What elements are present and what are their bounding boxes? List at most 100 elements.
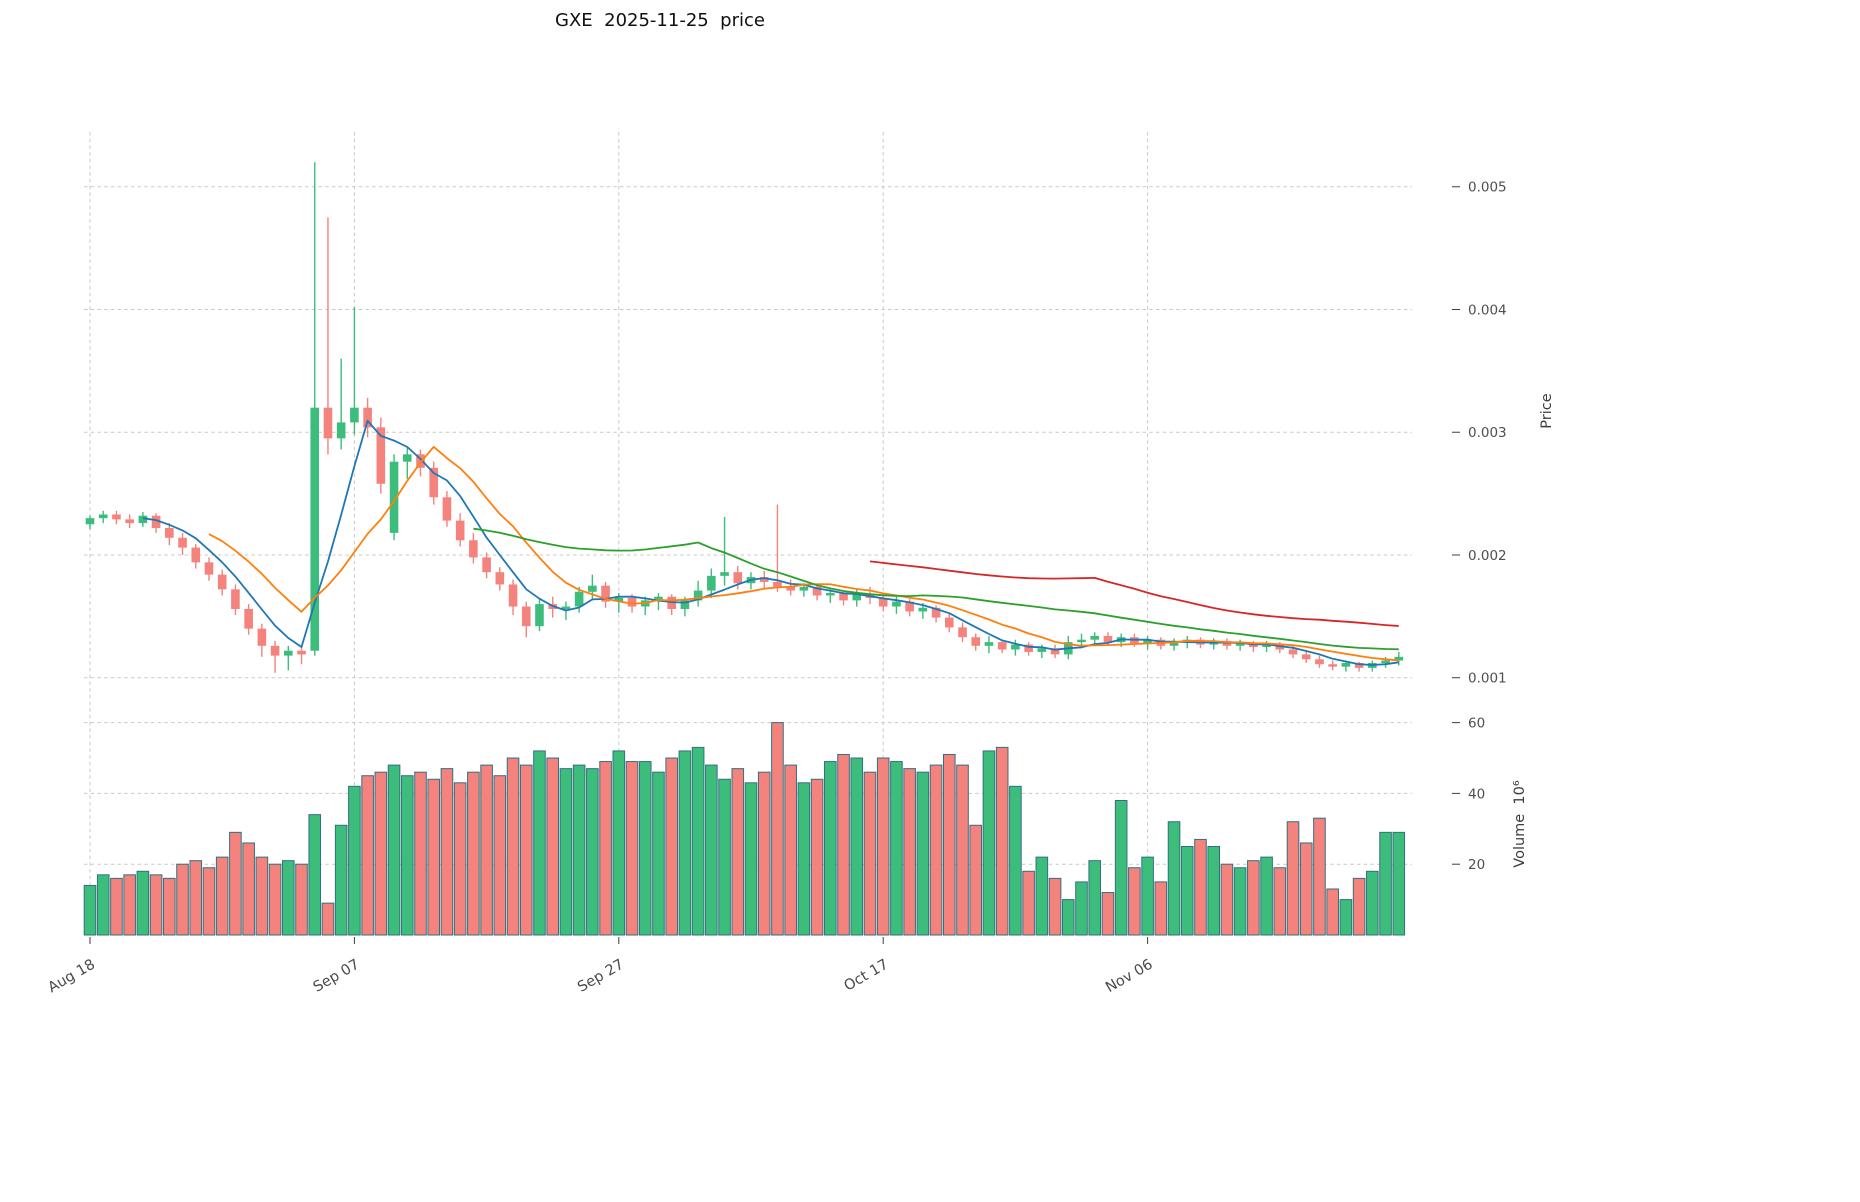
candle-body: [284, 650, 293, 656]
volume-bar: [1141, 856, 1154, 936]
volume-bar: [533, 750, 546, 936]
candle-body: [1315, 659, 1324, 665]
candle-body: [1354, 662, 1364, 668]
volume-axis-label: Volume 10⁶: [1512, 780, 1528, 868]
candle-body: [125, 519, 134, 524]
candle-body: [826, 593, 835, 596]
candle-body: [151, 515, 161, 528]
volume-bar: [916, 771, 930, 936]
volume-bar: [1180, 846, 1194, 936]
candle-body: [878, 597, 888, 607]
candle-body: [1341, 662, 1351, 667]
volume-tick-label: 40: [1468, 786, 1485, 802]
volume-bar: [1154, 881, 1168, 936]
volume-bar: [229, 831, 242, 936]
candle-body: [323, 407, 333, 439]
candle-body: [442, 497, 452, 521]
volume-bar: [665, 757, 678, 936]
candle-body: [508, 584, 518, 607]
candle-body: [1077, 639, 1086, 643]
volume-bar: [943, 753, 956, 936]
candle-body: [204, 562, 214, 575]
date-tick-label: Aug 18: [46, 957, 98, 997]
candle-body: [693, 590, 703, 601]
candle-body: [1024, 644, 1033, 652]
volume-bar: [1326, 888, 1339, 936]
candle-body: [812, 586, 822, 596]
candle-body: [376, 427, 386, 484]
candle-body: [535, 604, 544, 627]
candle-body: [429, 467, 439, 498]
volume-bar: [1339, 899, 1353, 936]
ma-line-ma30: [473, 527, 1399, 651]
volume-bar: [903, 768, 916, 936]
volume-bar: [797, 782, 811, 936]
candle-body: [310, 407, 320, 651]
volume-bar: [810, 778, 824, 936]
volume-bar: [599, 761, 612, 936]
volume-bar: [149, 874, 163, 936]
volume-bar: [625, 761, 639, 936]
volume-bar: [361, 775, 374, 936]
candle-body: [165, 527, 174, 538]
candle-body: [416, 454, 425, 468]
candle-body: [1288, 649, 1298, 655]
volume-bar: [705, 764, 718, 936]
price-tick-label: 0.004: [1468, 302, 1507, 318]
volume-bar: [890, 761, 903, 936]
volume-bar: [480, 764, 493, 936]
candle-body: [350, 407, 359, 423]
candle-body: [1328, 664, 1337, 667]
candle-body: [178, 537, 187, 548]
volume-bar: [969, 824, 983, 936]
volume-bar: [691, 746, 705, 936]
volume-bar: [123, 874, 136, 936]
volume-bar: [678, 750, 692, 936]
volume-bar: [1286, 821, 1300, 936]
volume-bar: [1167, 821, 1181, 936]
candle-body: [892, 601, 901, 607]
candle-body: [1301, 654, 1311, 660]
candle-body: [707, 575, 716, 591]
chart-title: GXE 2025-11-25 price: [555, 10, 765, 31]
candle-body: [217, 574, 227, 590]
volume-bar: [1009, 785, 1022, 936]
volume-bar: [308, 814, 322, 936]
candle-body: [1143, 639, 1152, 644]
volume-tick-label: 60: [1468, 716, 1485, 732]
volume-bar: [348, 785, 361, 936]
date-tick-label: Oct 17: [842, 957, 892, 995]
volume-bar: [1048, 877, 1062, 936]
volume-bar: [956, 764, 969, 936]
volume-bar: [1088, 860, 1102, 936]
volume-bar: [744, 782, 758, 936]
volume-bar: [295, 863, 308, 936]
candle-body: [1169, 642, 1179, 646]
volume-bar: [995, 746, 1009, 936]
ma-line-ma10: [208, 445, 1399, 662]
candle-body: [574, 591, 584, 607]
volume-bar: [652, 771, 665, 936]
volume-bar: [559, 768, 573, 936]
volume-bar: [202, 867, 216, 936]
candle-body: [85, 518, 95, 525]
candle-body: [852, 594, 862, 601]
volume-bar: [929, 764, 943, 936]
candle-body: [521, 606, 531, 627]
volume-bar: [387, 764, 401, 936]
volume-tick-label: 20: [1468, 857, 1485, 873]
candle-body: [257, 628, 267, 646]
candle-body: [997, 642, 1007, 650]
volume-bar: [189, 860, 203, 936]
volume-bar: [1075, 881, 1088, 936]
volume-bar: [1035, 856, 1049, 936]
volume-bar: [440, 768, 454, 936]
volume-bar: [83, 884, 97, 936]
volume-bar: [1313, 817, 1326, 936]
candle-body: [1235, 643, 1245, 646]
candle-body: [112, 514, 121, 520]
volume-bar: [96, 874, 110, 936]
volume-bar: [176, 863, 189, 936]
candle-body: [495, 572, 505, 585]
